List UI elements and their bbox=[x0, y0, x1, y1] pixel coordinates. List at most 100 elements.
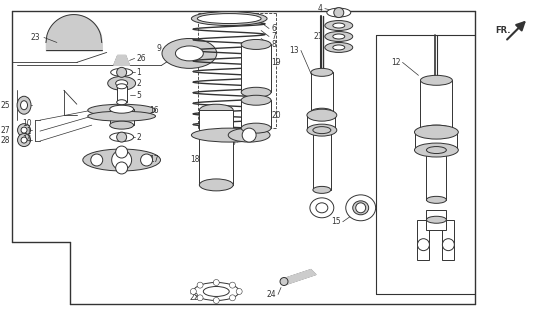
Ellipse shape bbox=[111, 68, 133, 76]
Ellipse shape bbox=[20, 101, 27, 110]
Text: 12: 12 bbox=[391, 58, 401, 67]
Circle shape bbox=[117, 132, 127, 142]
Ellipse shape bbox=[21, 137, 27, 143]
Ellipse shape bbox=[108, 76, 136, 90]
Text: 10: 10 bbox=[23, 119, 32, 128]
Ellipse shape bbox=[307, 124, 337, 136]
Ellipse shape bbox=[353, 201, 369, 215]
Ellipse shape bbox=[117, 84, 127, 89]
Ellipse shape bbox=[21, 127, 27, 133]
Text: 15: 15 bbox=[331, 217, 341, 226]
Ellipse shape bbox=[333, 34, 345, 39]
Ellipse shape bbox=[199, 179, 233, 191]
Ellipse shape bbox=[333, 23, 345, 28]
Text: 2: 2 bbox=[136, 79, 141, 88]
Ellipse shape bbox=[204, 286, 229, 296]
Ellipse shape bbox=[333, 45, 345, 50]
Bar bbox=[311, 72, 333, 112]
Ellipse shape bbox=[193, 283, 239, 300]
Text: 20: 20 bbox=[271, 111, 281, 120]
Ellipse shape bbox=[346, 195, 376, 221]
Text: 4: 4 bbox=[318, 4, 323, 13]
Ellipse shape bbox=[199, 104, 233, 116]
Ellipse shape bbox=[117, 100, 127, 105]
Ellipse shape bbox=[325, 43, 353, 52]
Text: 18: 18 bbox=[190, 156, 199, 164]
Ellipse shape bbox=[420, 125, 452, 135]
Text: 24: 24 bbox=[266, 290, 276, 299]
Text: FR.: FR. bbox=[495, 26, 511, 35]
Ellipse shape bbox=[313, 127, 331, 134]
Ellipse shape bbox=[191, 12, 267, 26]
Ellipse shape bbox=[316, 203, 328, 213]
Bar bbox=[307, 115, 335, 130]
Circle shape bbox=[117, 68, 127, 77]
Ellipse shape bbox=[241, 87, 271, 97]
Text: 28: 28 bbox=[1, 136, 10, 145]
Text: 23: 23 bbox=[31, 33, 40, 42]
Bar bbox=[110, 109, 134, 125]
Polygon shape bbox=[114, 55, 129, 65]
Circle shape bbox=[197, 282, 203, 288]
Ellipse shape bbox=[83, 149, 161, 171]
Circle shape bbox=[280, 277, 288, 285]
Text: 5: 5 bbox=[136, 91, 141, 100]
Ellipse shape bbox=[110, 132, 134, 141]
Ellipse shape bbox=[241, 123, 271, 133]
Text: 22: 22 bbox=[190, 293, 199, 302]
Bar bbox=[199, 110, 233, 185]
Circle shape bbox=[112, 150, 132, 170]
Ellipse shape bbox=[162, 38, 217, 68]
Text: 19: 19 bbox=[271, 58, 281, 67]
Circle shape bbox=[115, 146, 128, 158]
Text: 11: 11 bbox=[23, 127, 32, 136]
Ellipse shape bbox=[18, 134, 31, 147]
Ellipse shape bbox=[228, 128, 270, 142]
Circle shape bbox=[197, 295, 203, 301]
Circle shape bbox=[115, 162, 128, 174]
Bar bbox=[241, 44, 271, 92]
Circle shape bbox=[242, 128, 256, 142]
Bar bbox=[426, 210, 446, 230]
Circle shape bbox=[442, 239, 454, 251]
Ellipse shape bbox=[110, 121, 134, 129]
Circle shape bbox=[417, 239, 430, 251]
Ellipse shape bbox=[415, 143, 458, 157]
Circle shape bbox=[91, 154, 103, 166]
Bar bbox=[417, 220, 430, 260]
Ellipse shape bbox=[311, 108, 333, 116]
Circle shape bbox=[236, 289, 242, 294]
Ellipse shape bbox=[426, 147, 446, 154]
Ellipse shape bbox=[327, 8, 351, 17]
Ellipse shape bbox=[115, 80, 128, 87]
Ellipse shape bbox=[311, 68, 333, 76]
Bar bbox=[416, 132, 458, 150]
Ellipse shape bbox=[17, 96, 31, 114]
Circle shape bbox=[213, 298, 219, 303]
Text: 8: 8 bbox=[271, 40, 276, 49]
Text: 27: 27 bbox=[1, 126, 10, 135]
Text: 3: 3 bbox=[230, 138, 235, 147]
Bar bbox=[420, 80, 452, 130]
Circle shape bbox=[229, 282, 235, 288]
Text: 17: 17 bbox=[149, 156, 159, 164]
Text: 13: 13 bbox=[289, 46, 299, 55]
Ellipse shape bbox=[88, 104, 156, 116]
Ellipse shape bbox=[18, 124, 31, 137]
Ellipse shape bbox=[415, 125, 458, 139]
Bar bbox=[442, 220, 454, 260]
Ellipse shape bbox=[325, 20, 353, 30]
Text: 25: 25 bbox=[1, 101, 10, 110]
Bar bbox=[313, 130, 331, 190]
Text: 1: 1 bbox=[136, 68, 141, 77]
Text: 14: 14 bbox=[23, 135, 32, 144]
Ellipse shape bbox=[310, 198, 334, 218]
Ellipse shape bbox=[241, 95, 271, 105]
Ellipse shape bbox=[88, 111, 156, 121]
Bar bbox=[241, 100, 271, 128]
Ellipse shape bbox=[420, 75, 452, 85]
Circle shape bbox=[191, 289, 197, 294]
Circle shape bbox=[229, 295, 235, 301]
Bar bbox=[426, 150, 446, 200]
Polygon shape bbox=[281, 269, 316, 284]
